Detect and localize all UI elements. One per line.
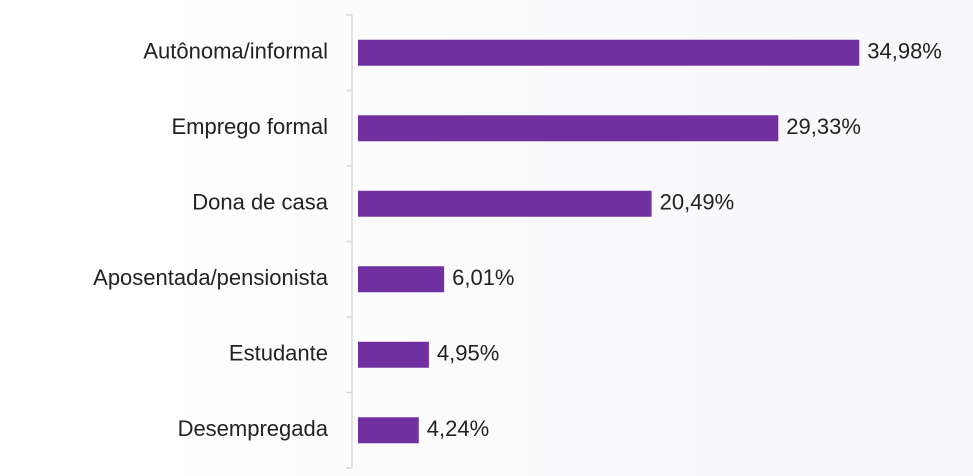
value-label: 20,49% xyxy=(660,190,735,215)
category-label: Emprego formal xyxy=(171,114,328,139)
value-label: 4,95% xyxy=(437,341,499,366)
value-label: 4,24% xyxy=(427,416,489,441)
category-label: Desempregada xyxy=(178,416,329,441)
category-label: Dona de casa xyxy=(192,190,329,215)
category-label: Aposentada/pensionista xyxy=(93,265,329,290)
bar xyxy=(358,39,860,66)
bar xyxy=(358,266,445,293)
bar xyxy=(358,341,429,368)
category-label: Estudante xyxy=(229,341,328,366)
value-label: 29,33% xyxy=(786,114,861,139)
category-label: Autônoma/informal xyxy=(143,39,328,64)
bar xyxy=(358,115,779,142)
bar xyxy=(358,417,419,444)
value-label: 34,98% xyxy=(867,39,942,64)
bar xyxy=(358,190,652,217)
value-label: 6,01% xyxy=(452,265,514,290)
